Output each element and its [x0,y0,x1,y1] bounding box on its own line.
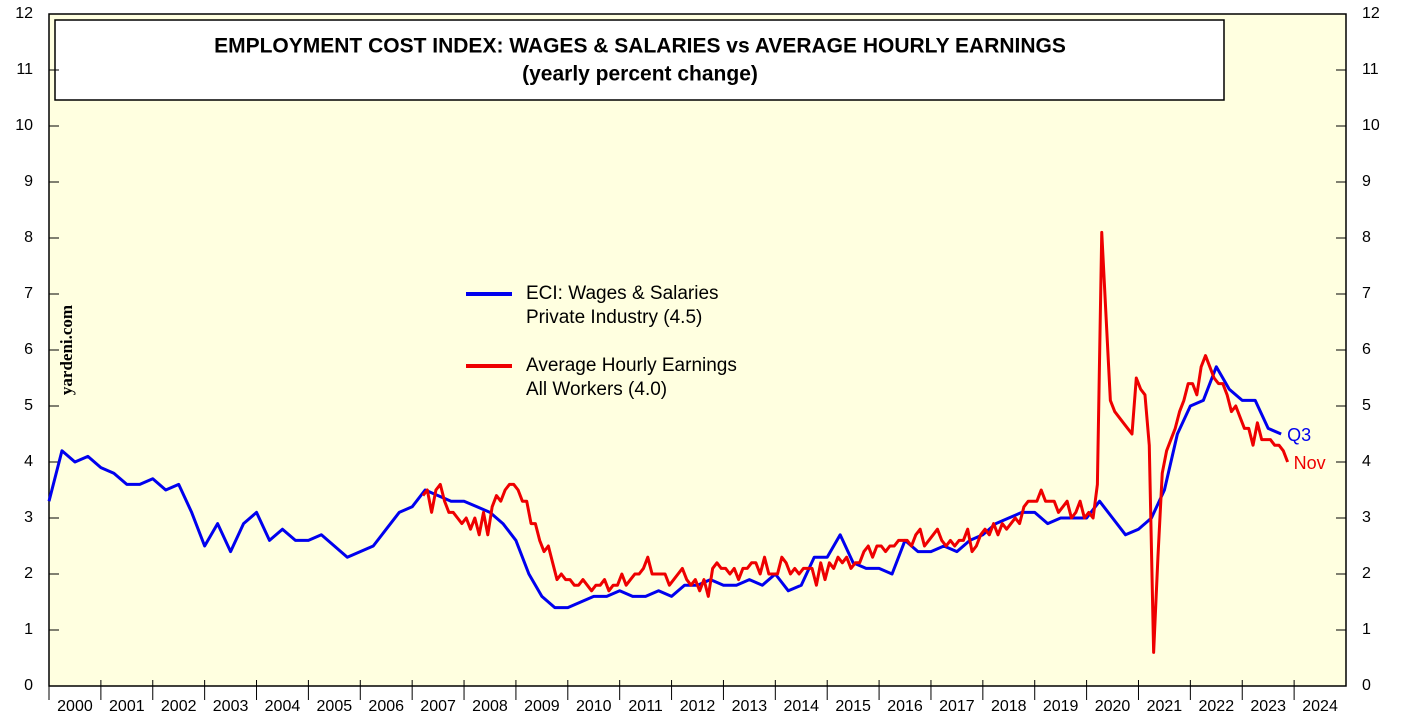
plot-area [48,13,1347,687]
x-tick-label: 2016 [887,698,923,715]
x-tick-label: 2012 [680,698,716,715]
y-tick-label: 3 [24,509,33,526]
x-tick-label: 2014 [783,698,819,715]
y-tick-label: 11 [1362,61,1379,78]
y-tick-label: 9 [24,173,33,190]
x-tick-label: 2001 [109,698,145,715]
y-tick-label: 9 [1362,173,1371,190]
end-label: Q3 [1287,425,1311,445]
x-tick-label: 2011 [628,698,663,715]
x-tick-label: 2010 [576,698,612,715]
x-tick-label: 2002 [161,698,197,715]
y-tick-label: 1 [1362,621,1371,638]
y-tick-label: 4 [1362,453,1371,470]
x-tick-label: 2024 [1302,698,1338,715]
y-tick-label: 0 [1362,677,1371,694]
x-tick-label: 2006 [368,698,404,715]
x-tick-label: 2003 [213,698,249,715]
y-tick-label: 8 [24,229,33,246]
watermark: yardeni.com [57,305,76,395]
title-box [54,19,1225,101]
y-tick-label: 1 [24,621,33,638]
y-tick-label: 5 [1362,397,1371,414]
chart-subtitle: (yearly percent change) [522,63,758,86]
y-tick-label: 12 [1362,5,1380,22]
x-tick-label: 2023 [1250,698,1286,715]
y-tick-label: 10 [15,117,33,134]
y-tick-label: 10 [1362,117,1380,134]
x-tick-label: 2019 [1043,698,1079,715]
y-tick-label: 7 [1362,285,1371,302]
legend-label: Private Industry (4.5) [526,307,702,328]
y-tick-label: 3 [1362,509,1371,526]
x-tick-label: 2021 [1147,698,1183,715]
y-tick-label: 5 [24,397,33,414]
x-tick-label: 2000 [57,698,93,715]
x-tick-label: 2015 [835,698,871,715]
x-tick-label: 2020 [1095,698,1131,715]
line-series [47,365,1282,610]
y-tick-label: 11 [16,61,33,78]
y-tick-label: 6 [24,341,33,358]
x-tick-label: 2004 [265,698,301,715]
y-tick-label: 2 [1362,565,1371,582]
y-tick-label: 8 [1362,229,1371,246]
x-tick-label: 2013 [732,698,768,715]
y-tick-label: 4 [24,453,33,470]
y-tick-label: 0 [24,677,33,694]
y-tick-label: 12 [15,5,33,22]
x-tick-label: 2008 [472,698,508,715]
x-tick-label: 2007 [420,698,456,715]
y-tick-label: 7 [24,285,33,302]
x-tick-label: 2009 [524,698,560,715]
x-tick-label: 2022 [1199,698,1235,715]
legend-label: All Workers (4.0) [526,379,667,400]
y-tick-label: 2 [24,565,33,582]
x-tick-label: 2005 [317,698,353,715]
line-series [421,230,1290,654]
chart-title: EMPLOYMENT COST INDEX: WAGES & SALARIES … [214,35,1066,58]
y-tick-label: 6 [1362,341,1371,358]
x-tick-label: 2017 [939,698,975,715]
x-tick-label: 2018 [991,698,1027,715]
legend-label: Average Hourly Earnings [526,355,737,376]
legend-label: ECI: Wages & Salaries [526,283,719,304]
end-label: Nov [1294,453,1326,473]
